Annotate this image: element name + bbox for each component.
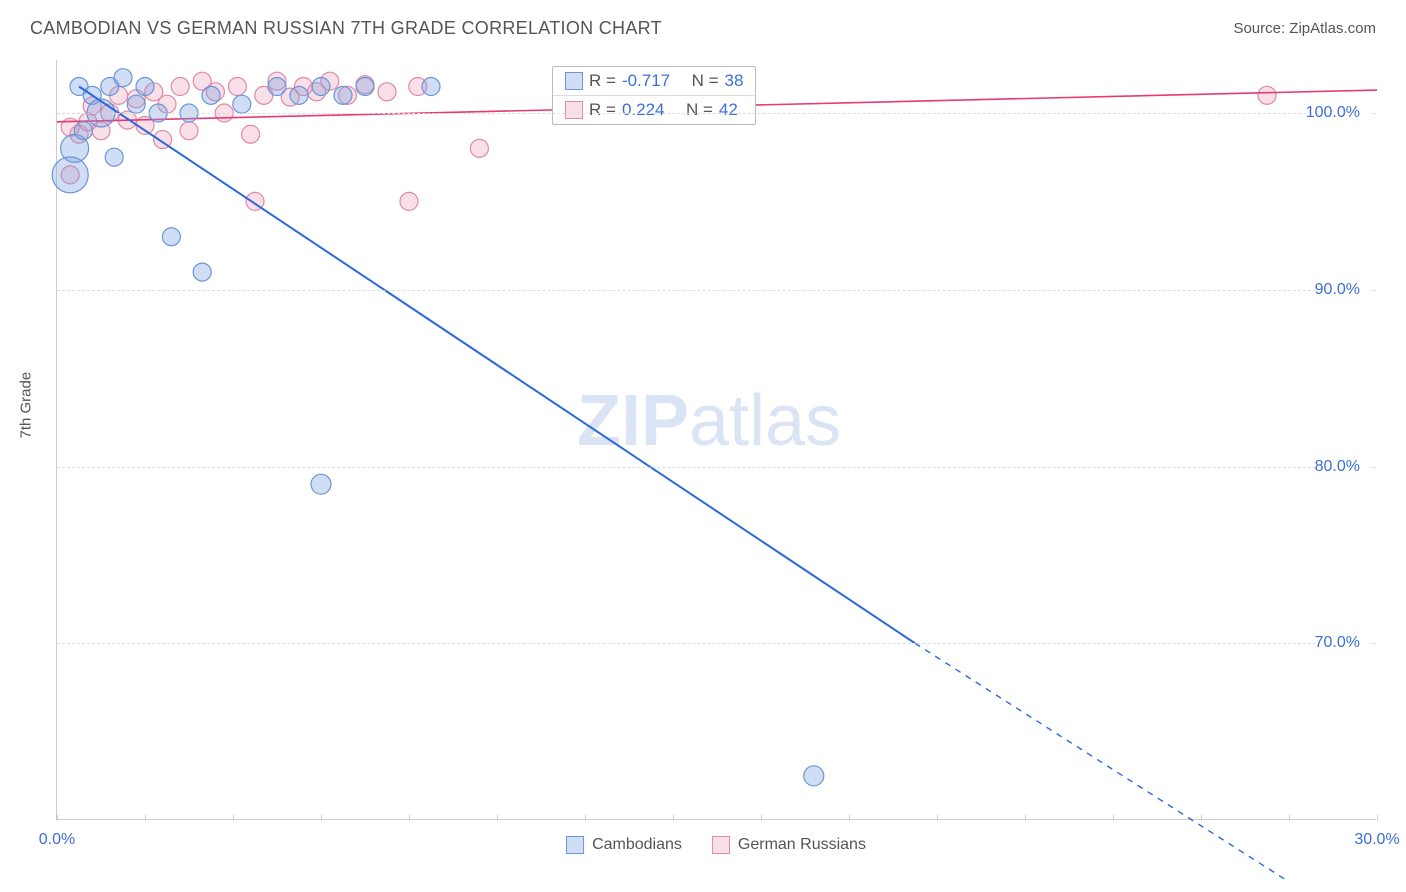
x-tick-label: 30.0% bbox=[1354, 831, 1399, 849]
data-point bbox=[105, 148, 123, 166]
r-label: R = bbox=[589, 100, 616, 120]
x-tick bbox=[673, 815, 674, 821]
y-tick-label: 90.0% bbox=[1315, 281, 1370, 299]
y-tick-label: 70.0% bbox=[1315, 634, 1370, 652]
swatch-cambodians-icon bbox=[566, 836, 584, 854]
y-axis-label: 7th Grade bbox=[18, 372, 35, 439]
y-tick-label: 80.0% bbox=[1315, 458, 1370, 476]
y-tick-label: 100.0% bbox=[1306, 104, 1370, 122]
legend-bottom: Cambodians German Russians bbox=[566, 836, 866, 854]
n-value: 38 bbox=[725, 71, 744, 91]
data-point bbox=[193, 263, 211, 281]
x-tick bbox=[585, 815, 586, 821]
chart-title: CAMBODIAN VS GERMAN RUSSIAN 7TH GRADE CO… bbox=[30, 18, 662, 39]
data-point bbox=[202, 86, 220, 104]
r-value: -0.717 bbox=[622, 71, 670, 91]
data-point bbox=[228, 78, 246, 96]
x-tick bbox=[409, 815, 410, 821]
data-point bbox=[356, 78, 374, 96]
data-point bbox=[74, 122, 92, 140]
x-tick bbox=[1201, 815, 1202, 821]
x-tick bbox=[321, 815, 322, 821]
gridline bbox=[57, 290, 1376, 291]
n-value: 42 bbox=[719, 100, 738, 120]
data-point bbox=[470, 139, 488, 157]
data-point bbox=[312, 78, 330, 96]
gridline bbox=[57, 467, 1376, 468]
data-point bbox=[804, 766, 824, 786]
n-label: N = bbox=[686, 100, 713, 120]
stats-row-german-russians: R = 0.224 N = 42 bbox=[553, 96, 755, 124]
legend-item-german-russians: German Russians bbox=[712, 836, 866, 854]
x-tick bbox=[1025, 815, 1026, 821]
data-point bbox=[1258, 86, 1276, 104]
x-tick-label: 0.0% bbox=[39, 831, 75, 849]
x-tick bbox=[937, 815, 938, 821]
data-point bbox=[378, 83, 396, 101]
data-point bbox=[171, 78, 189, 96]
data-point bbox=[52, 157, 88, 193]
x-tick bbox=[57, 815, 58, 821]
x-tick bbox=[1113, 815, 1114, 821]
swatch-german-russians-icon bbox=[712, 836, 730, 854]
n-label: N = bbox=[692, 71, 719, 91]
data-point bbox=[400, 192, 418, 210]
regression-line-dashed bbox=[915, 643, 1289, 882]
plot-region: ZIPatlas R = -0.717 N = 38 R = 0.224 N =… bbox=[56, 60, 1376, 820]
data-point bbox=[233, 95, 251, 113]
data-point bbox=[422, 78, 440, 96]
legend-item-cambodians: Cambodians bbox=[566, 836, 682, 854]
x-tick bbox=[849, 815, 850, 821]
x-tick bbox=[1377, 815, 1378, 821]
swatch-cambodians-icon bbox=[565, 72, 583, 90]
x-tick bbox=[145, 815, 146, 821]
data-point bbox=[242, 125, 260, 143]
data-point bbox=[180, 122, 198, 140]
chart-area: 7th Grade ZIPatlas R = -0.717 N = 38 R =… bbox=[56, 60, 1376, 820]
data-point bbox=[136, 78, 154, 96]
x-tick bbox=[497, 815, 498, 821]
data-point bbox=[334, 86, 352, 104]
swatch-german-russians-icon bbox=[565, 101, 583, 119]
stats-row-cambodians: R = -0.717 N = 38 bbox=[553, 67, 755, 96]
data-point bbox=[268, 78, 286, 96]
stats-legend-box: R = -0.717 N = 38 R = 0.224 N = 42 bbox=[552, 66, 756, 125]
x-tick bbox=[761, 815, 762, 821]
x-tick bbox=[233, 815, 234, 821]
chart-header: CAMBODIAN VS GERMAN RUSSIAN 7TH GRADE CO… bbox=[0, 0, 1406, 49]
data-point bbox=[162, 228, 180, 246]
regression-line bbox=[79, 87, 915, 644]
r-value: 0.224 bbox=[622, 100, 665, 120]
data-point bbox=[114, 69, 132, 87]
legend-label: German Russians bbox=[738, 836, 866, 854]
data-point bbox=[311, 474, 331, 494]
scatter-svg bbox=[57, 60, 1376, 819]
gridline bbox=[57, 643, 1376, 644]
legend-label: Cambodians bbox=[592, 836, 682, 854]
gridline bbox=[57, 113, 1376, 114]
chart-source: Source: ZipAtlas.com bbox=[1233, 20, 1376, 37]
data-point bbox=[290, 86, 308, 104]
x-tick bbox=[1289, 815, 1290, 821]
data-point bbox=[127, 95, 145, 113]
r-label: R = bbox=[589, 71, 616, 91]
